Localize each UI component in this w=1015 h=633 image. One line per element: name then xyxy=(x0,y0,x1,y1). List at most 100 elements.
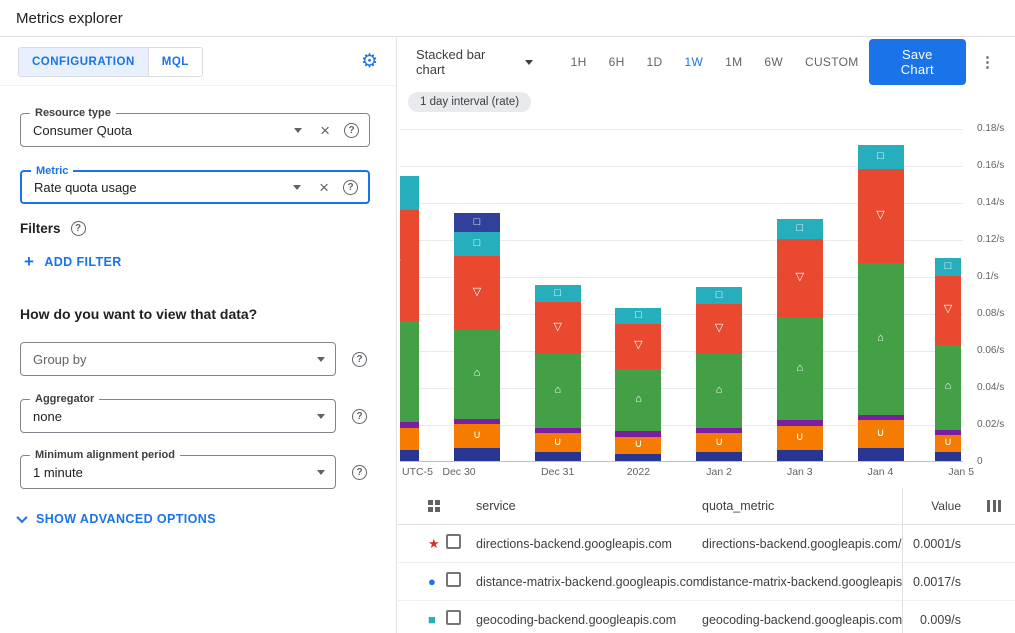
bar-jan-5[interactable]: ∪ ⌂ ▽ □ xyxy=(935,257,961,461)
help-icon[interactable]: ? xyxy=(352,408,367,424)
row-checkbox[interactable] xyxy=(446,533,461,549)
table-row[interactable]: ● distance-matrix-backend.googleapis.com… xyxy=(398,563,1015,601)
series-marker-icon: □ xyxy=(715,288,723,301)
gridline xyxy=(400,277,963,279)
segment-red: ▽ xyxy=(857,168,904,264)
tab-configuration[interactable]: CONFIGURATION xyxy=(19,47,148,76)
range-button-1d[interactable]: 1D xyxy=(646,55,663,69)
help-icon[interactable]: ? xyxy=(352,351,367,367)
series-marker-icon: ⌂ xyxy=(554,383,562,396)
more-options-icon[interactable]: ⋮ xyxy=(980,54,995,71)
interval-chip[interactable]: 1 day interval (rate) xyxy=(408,92,532,112)
gridline xyxy=(400,129,963,131)
min-alignment-value: 1 minute xyxy=(33,464,83,480)
column-header-service[interactable]: service xyxy=(476,499,516,513)
filters-label: Filters xyxy=(20,221,61,236)
gridline xyxy=(400,388,963,390)
range-button-6w[interactable]: 6W xyxy=(764,55,783,69)
bar-jan-3[interactable]: ∪ ⌂ ▽ □ xyxy=(776,218,823,461)
table-row[interactable]: ■ geocoding-backend.googleapis.com geoco… xyxy=(398,601,1015,633)
help-icon[interactable]: ? xyxy=(70,221,86,236)
segment-base-navy xyxy=(615,453,662,461)
segment-green: ⌂ xyxy=(776,316,823,421)
metric-value: Rate quota usage xyxy=(34,179,137,195)
help-icon[interactable]: ? xyxy=(343,179,358,195)
gridline xyxy=(400,351,963,353)
add-filter-button[interactable]: + ADD FILTER xyxy=(24,253,122,270)
clear-icon[interactable]: × xyxy=(319,177,329,197)
segment-cap-blue: □ xyxy=(454,213,500,232)
segment-orange: ∪ xyxy=(935,435,961,452)
aggregator-value: none xyxy=(33,408,62,424)
show-advanced-options-button[interactable]: SHOW ADVANCED OPTIONS xyxy=(16,511,216,526)
service-cell: directions-backend.googleapis.com xyxy=(476,536,672,551)
column-picker-icon[interactable] xyxy=(987,500,1001,512)
quota-metric-cell: geocoding-backend.googleapis.com/billab xyxy=(702,612,902,627)
help-icon[interactable]: ? xyxy=(344,122,359,138)
aggregator-row: Aggregator none ? xyxy=(20,393,367,433)
min-alignment-row: Minimum alignment period 1 minute ? xyxy=(20,449,367,489)
group-by-select[interactable]: Group by xyxy=(20,342,336,376)
tab-group: CONFIGURATION MQL xyxy=(18,46,203,77)
y-axis-tick-label: 0.08/s xyxy=(977,308,1005,320)
y-axis-tick-label: 0.1/s xyxy=(977,271,999,283)
range-button-6h[interactable]: 6H xyxy=(608,55,625,69)
resource-type-value: Consumer Quota xyxy=(33,122,132,138)
service-cell: distance-matrix-backend.googleapis.com xyxy=(476,574,702,589)
chart-type-value: Stacked bar chart xyxy=(416,47,486,77)
range-button-1m[interactable]: 1M xyxy=(725,55,743,69)
chart-toolbar: Stacked bar chart 1H 6H 1D 1W 1M 6W CUSTOM Sav… xyxy=(398,38,1015,86)
bar-dec-30[interactable]: ∪ ⌂ ▽ □ □ xyxy=(454,213,500,461)
y-axis-tick-label: 0.12/s xyxy=(977,234,1005,246)
segment-orange: ∪ xyxy=(454,424,500,449)
chart-plot: ∪ ⌂ ▽ □ ∪ ⌂ ▽ □ □ ∪ ⌂ ▽ □ ∪ ⌂ ▽ □ ∪ ⌂ ▽ □ ∪ ⌂ ▽ □ ∪ ⌂ ▽ □ ∪ ⌂ ▽ □ xyxy=(400,120,963,462)
range-button-1h[interactable]: 1H xyxy=(570,55,587,69)
bar-partial-left[interactable]: ∪ ⌂ ▽ □ xyxy=(400,176,420,461)
table-row[interactable]: ★ directions-backend.googleapis.com dire… xyxy=(398,525,1015,563)
chevron-down-icon xyxy=(16,511,28,524)
value-cell: 0.009/s xyxy=(902,601,973,633)
range-button-custom[interactable]: CUSTOM xyxy=(805,55,859,69)
resource-type-label: Resource type xyxy=(30,107,116,119)
bar-jan-2[interactable]: ∪ ⌂ ▽ □ xyxy=(696,287,743,461)
series-marker-icon: □ xyxy=(473,215,481,228)
chevron-down-icon xyxy=(524,59,533,65)
segment-red: ▽ xyxy=(400,209,420,321)
tab-mql[interactable]: MQL xyxy=(147,47,202,76)
series-marker-icon: ▽ xyxy=(553,320,562,333)
series-marker-icon: ▽ xyxy=(876,209,885,222)
segment-teal: □ xyxy=(454,231,500,256)
column-header-quota-metric[interactable]: quota_metric xyxy=(702,499,775,513)
legend-grid-icon[interactable] xyxy=(428,500,446,512)
aggregator-select[interactable]: Aggregator none xyxy=(20,393,336,433)
min-alignment-select[interactable]: Minimum alignment period 1 minute xyxy=(20,449,336,489)
save-chart-button[interactable]: Save Chart xyxy=(868,39,966,85)
metric-select[interactable]: Metric Rate quota usage × ? xyxy=(20,165,370,204)
help-icon[interactable]: ? xyxy=(352,464,367,480)
chart-type-dropdown[interactable]: Stacked bar chart xyxy=(416,47,533,77)
resource-type-select[interactable]: Resource type Consumer Quota × ? xyxy=(20,107,370,147)
series-marker-icon: ⌂ xyxy=(473,367,481,380)
settings-gear-icon[interactable]: ⚙ xyxy=(360,51,378,72)
configuration-panel: CONFIGURATION MQL ⚙ Resource type Consum… xyxy=(0,38,397,633)
series-marker-icon: ⌂ xyxy=(715,383,723,396)
bar-jan-4[interactable]: ∪ ⌂ ▽ □ xyxy=(857,144,904,461)
quota-metric-cell: directions-backend.googleapis.com/billab… xyxy=(702,536,902,551)
clear-icon[interactable]: × xyxy=(320,120,330,140)
series-marker-icon: ∪ xyxy=(634,438,643,451)
series-marker-star-icon: ★ xyxy=(428,536,440,551)
segment-green: ⌂ xyxy=(615,368,662,432)
series-marker-icon: ▽ xyxy=(795,271,805,284)
y-axis-tick-label: 0.14/s xyxy=(977,197,1005,209)
column-header-value[interactable]: Value xyxy=(902,488,973,524)
range-button-1w[interactable]: 1W xyxy=(684,55,704,69)
bar-dec-31[interactable]: ∪ ⌂ ▽ □ xyxy=(534,285,581,461)
row-checkbox[interactable] xyxy=(446,609,461,625)
segment-teal: □ xyxy=(776,218,823,240)
bar-2022[interactable]: ∪ ⌂ ▽ □ xyxy=(615,307,662,461)
x-axis-tick-label: Jan 4 xyxy=(867,466,894,478)
service-cell: geocoding-backend.googleapis.com xyxy=(476,612,677,627)
series-marker-icon: ⌂ xyxy=(877,332,884,345)
row-checkbox[interactable] xyxy=(446,571,461,587)
